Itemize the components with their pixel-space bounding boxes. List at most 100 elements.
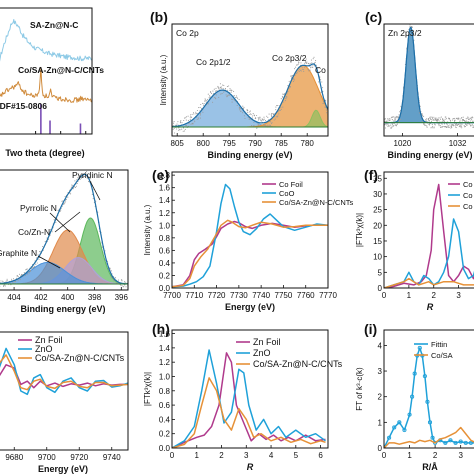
- raw-data-point: [438, 125, 440, 127]
- raw-data-point: [92, 198, 94, 200]
- raw-data-point: [312, 66, 314, 68]
- series-marker: [422, 374, 427, 379]
- y-tick-label: 1.4: [159, 196, 171, 205]
- raw-data-point: [236, 104, 238, 106]
- raw-data-point: [310, 62, 312, 64]
- x-tick-label: 7750: [275, 291, 293, 300]
- raw-data-point: [233, 90, 235, 92]
- peak-component: [384, 26, 474, 124]
- raw-data-point: [277, 105, 279, 107]
- y-tick-label: 1.6: [159, 330, 171, 339]
- raw-data-point: [431, 125, 433, 127]
- series-marker: [397, 420, 402, 425]
- xrd-plot: [0, 19, 92, 134]
- legend-entry: Co/SA-Zn@N-C/CNTs: [35, 353, 125, 363]
- raw-data-point: [303, 66, 305, 68]
- legend-entry: Fittin: [431, 340, 447, 349]
- raw-data-point: [184, 128, 186, 130]
- raw-data-point: [86, 177, 88, 179]
- raw-data-point: [121, 279, 123, 281]
- panel-label: (e): [152, 167, 169, 183]
- raw-data-point: [104, 259, 106, 262]
- raw-data-point: [389, 120, 391, 122]
- raw-data-point: [6, 278, 8, 280]
- raw-data-point: [67, 196, 69, 198]
- raw-data-point: [185, 119, 187, 121]
- raw-data-point: [309, 69, 311, 71]
- raw-data-point: [70, 186, 72, 188]
- raw-data-point: [218, 96, 220, 98]
- y-tick-label: 0.8: [159, 387, 171, 396]
- raw-data-point: [173, 122, 175, 124]
- raw-data-point: [28, 272, 31, 274]
- x-axis-label: Binding energy (eV): [207, 150, 292, 160]
- raw-data-point: [295, 72, 298, 75]
- raw-data-point: [461, 123, 463, 125]
- raw-data-point: [44, 241, 46, 243]
- raw-data-point: [431, 127, 433, 129]
- x-tick-label: 7770: [319, 291, 337, 300]
- raw-data-point: [240, 110, 242, 112]
- x-tick-label: 2: [219, 451, 224, 460]
- annotation-co2p12: Co 2p1/2: [196, 57, 231, 67]
- raw-data-point: [60, 209, 62, 211]
- annotation-arrow: [89, 180, 101, 201]
- raw-data-point: [445, 126, 447, 128]
- raw-data-point: [210, 91, 212, 94]
- raw-data-point: [390, 127, 392, 129]
- raw-data-point: [178, 127, 180, 129]
- raw-data-point: [308, 70, 310, 72]
- raw-data-point: [172, 124, 174, 126]
- raw-data-point: [185, 116, 187, 118]
- raw-data-point: [204, 98, 206, 100]
- raw-data-point: [469, 125, 472, 127]
- raw-data-point: [444, 120, 446, 122]
- raw-data-point: [465, 123, 467, 126]
- raw-data-point: [229, 88, 231, 90]
- raw-data-point: [223, 84, 225, 87]
- raw-data-point: [192, 122, 194, 124]
- y-tick-label: 15: [373, 237, 382, 246]
- raw-data-point: [470, 116, 472, 118]
- raw-data-point: [386, 124, 388, 126]
- y-tick-label: 5: [378, 268, 383, 277]
- raw-data-point: [445, 116, 447, 118]
- raw-data-point: [18, 273, 21, 275]
- raw-data-point: [238, 98, 240, 101]
- raw-data-point: [456, 117, 458, 119]
- raw-data-point: [455, 127, 457, 129]
- raw-data-point: [432, 117, 434, 119]
- raw-data-point: [322, 101, 325, 103]
- raw-data-point: [256, 127, 258, 129]
- raw-data-point: [75, 185, 77, 187]
- raw-data-point: [421, 121, 423, 123]
- legend-entry: Co: [463, 191, 473, 200]
- plot-frame: [171, 23, 329, 137]
- x-tick-label: 9740: [103, 453, 121, 462]
- series-marker: [407, 412, 412, 417]
- raw-data-point: [180, 120, 182, 122]
- y-tick-label: 0: [378, 284, 383, 293]
- raw-data-point: [27, 271, 29, 273]
- raw-data-point: [283, 101, 285, 103]
- raw-data-point: [426, 126, 428, 128]
- raw-data-point: [3, 284, 5, 286]
- series-line: [172, 349, 326, 448]
- raw-data-point: [195, 113, 197, 115]
- raw-data-point: [422, 115, 424, 117]
- raw-data-point: [218, 88, 220, 90]
- raw-data-point: [195, 111, 197, 113]
- raw-data-point: [314, 61, 316, 63]
- raw-data-point: [215, 94, 217, 96]
- raw-data-point: [48, 232, 50, 234]
- raw-data-point: [228, 94, 230, 96]
- raw-data-point: [280, 107, 282, 109]
- raw-data-point: [292, 80, 295, 82]
- raw-data-point: [438, 124, 440, 126]
- raw-data-point: [284, 100, 287, 102]
- fit-panel: 0 1 2 3 0 1 2 3 4 R/Å FT of k³·c(k) Fittin Co/SA: [355, 329, 474, 472]
- y-tick-label: 0.0: [159, 284, 171, 293]
- raw-data-point: [468, 123, 471, 125]
- series-marker: [425, 399, 430, 404]
